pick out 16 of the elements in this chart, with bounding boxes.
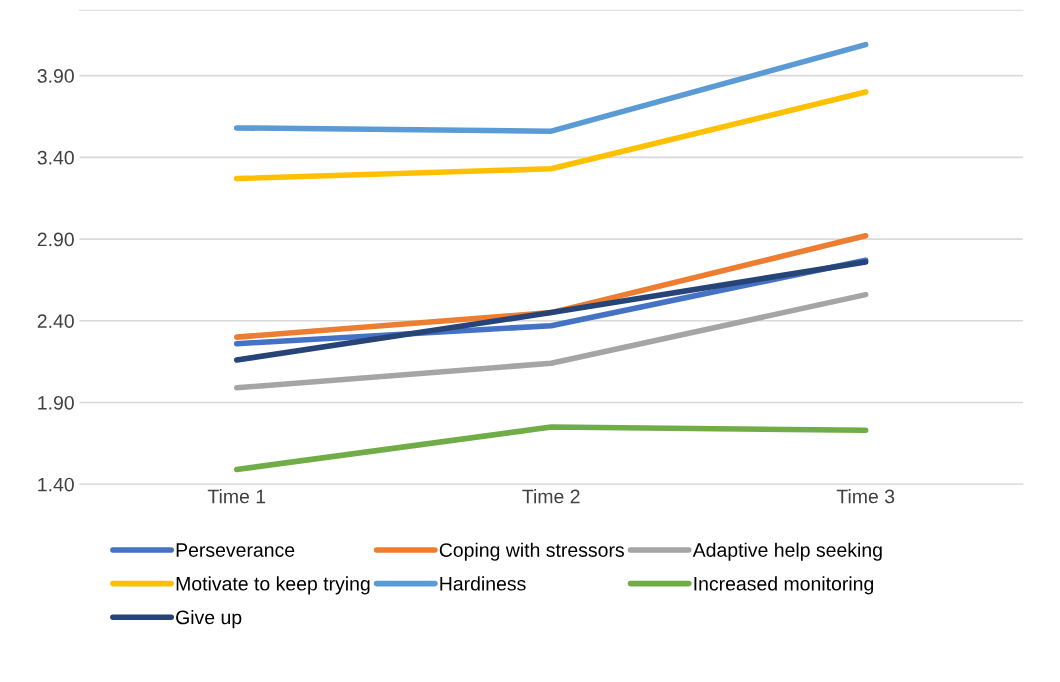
x-tick-label: Time 3 [836,489,895,504]
y-tick-label: 1.40 [38,477,74,492]
legend-label: Increased monitoring [694,576,874,595]
x-tick-label: Time 1 [207,489,266,504]
legend-label: Coping with stressors [439,542,624,561]
y-tick-label: 3.40 [37,150,74,165]
y-tick-label: 1.90 [38,395,74,410]
legend-label: Give up [176,610,242,629]
y-tick-label: 2.90 [37,232,74,247]
x-tick-label: Time 2 [522,489,580,504]
legend-label: Hardiness [440,576,526,591]
legend-label: Perseverance [176,543,295,557]
legend-label: Motivate to keep trying [176,576,370,595]
y-tick-label: 3.90 [37,69,74,83]
legend-label: Adaptive help seeking [692,542,882,561]
y-tick-label: 2.40 [37,314,74,329]
